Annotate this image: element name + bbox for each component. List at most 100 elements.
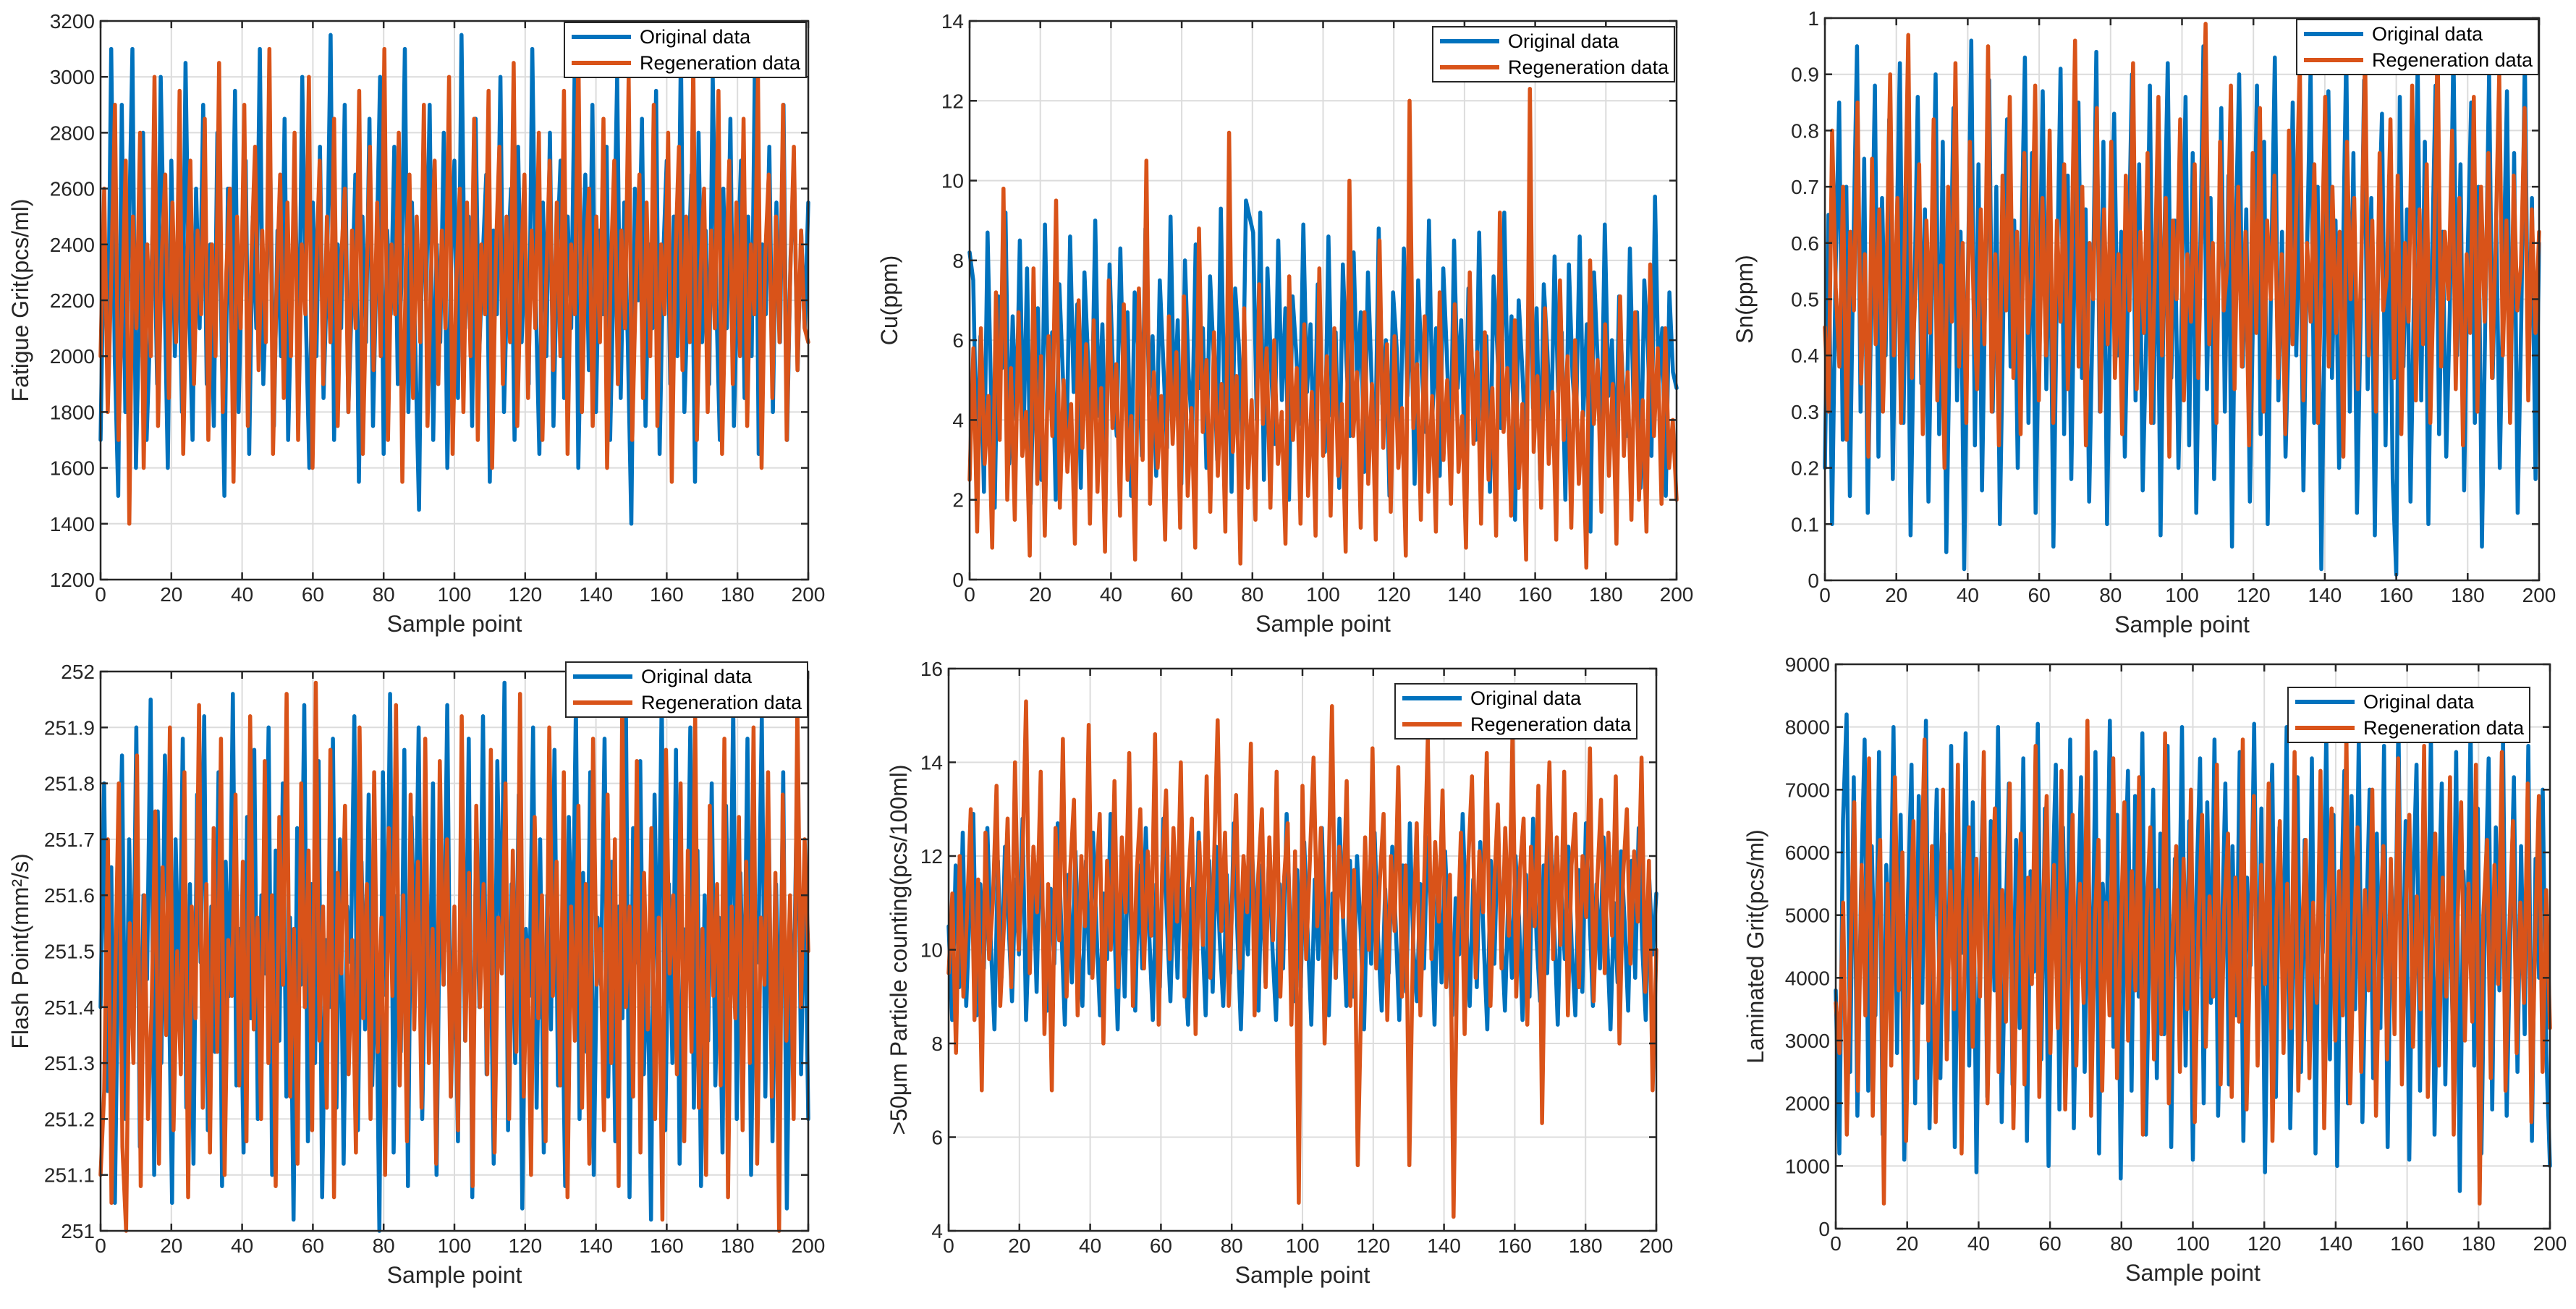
legend-box (564, 22, 807, 78)
y-axis-label: Cu(ppm) (876, 255, 902, 345)
y-tick-label: 8 (931, 1033, 943, 1055)
x-tick-label: 100 (2176, 1232, 2210, 1255)
y-tick-label: 0.2 (1791, 457, 1819, 480)
x-axis-label: Sample point (2114, 611, 2250, 637)
x-tick-label: 80 (2099, 584, 2122, 606)
x-tick-label: 200 (1660, 583, 1694, 606)
legend-label-original: Original data (641, 666, 753, 687)
x-tick-label: 140 (2308, 584, 2342, 606)
x-tick-label: 60 (302, 583, 324, 606)
x-tick-label: 20 (1896, 1232, 1918, 1255)
y-tick-label: 4000 (1785, 967, 1830, 989)
y-axis-label: Flash Point(mm²/s) (7, 853, 33, 1049)
x-tick-label: 0 (943, 1234, 954, 1257)
x-tick-label: 100 (2165, 584, 2199, 606)
x-tick-label: 40 (1957, 584, 1979, 606)
y-tick-label: 16 (920, 658, 943, 680)
y-tick-label: 251.5 (44, 941, 95, 963)
y-tick-label: 7000 (1785, 779, 1830, 801)
x-tick-label: 120 (1356, 1234, 1390, 1257)
y-tick-label: 2800 (50, 122, 95, 144)
x-tick-label: 180 (721, 583, 755, 606)
y-tick-label: 0.8 (1791, 119, 1819, 142)
y-tick-label: 251.9 (44, 716, 95, 739)
x-tick-label: 60 (2039, 1232, 2062, 1255)
x-axis-label: Sample point (387, 611, 522, 637)
x-tick-label: 0 (1830, 1232, 1842, 1255)
y-tick-label: 14 (920, 752, 943, 774)
x-tick-label: 40 (231, 583, 253, 606)
legend-box (1394, 683, 1637, 740)
y-axis-label: Sn(ppm) (1732, 255, 1758, 344)
y-axis-label: Laminated Grit(pcs/ml) (1742, 829, 1768, 1064)
y-tick-label: 251.1 (44, 1164, 95, 1187)
y-tick-label: 5000 (1785, 905, 1830, 927)
y-tick-label: 1400 (50, 513, 95, 535)
x-tick-label: 20 (1885, 584, 1907, 606)
x-tick-label: 120 (508, 583, 542, 606)
y-tick-label: 251 (61, 1220, 95, 1242)
x-tick-label: 80 (373, 583, 395, 606)
x-tick-label: 200 (792, 1234, 826, 1257)
y-tick-label: 0 (1818, 1218, 1830, 1240)
legend: Original data Regeneration data (2296, 19, 2539, 75)
x-tick-label: 80 (2110, 1232, 2132, 1255)
x-tick-label: 20 (1029, 583, 1051, 606)
legend-label-regeneration: Regeneration data (2363, 717, 2525, 739)
x-tick-label: 80 (373, 1234, 395, 1257)
x-tick-label: 200 (2522, 584, 2556, 606)
x-tick-label: 100 (1286, 1234, 1320, 1257)
y-tick-label: 1800 (50, 401, 95, 423)
y-tick-label: 2000 (1785, 1093, 1830, 1115)
x-tick-label: 120 (1377, 583, 1411, 606)
x-tick-label: 20 (160, 583, 182, 606)
y-tick-label: 1 (1808, 7, 1819, 30)
y-tick-label: 1600 (50, 457, 95, 480)
chart-panel-3: 0 20 40 60 80 100 120 140 160 180 200 0 0.1 0.2 0.3 0.4… (1732, 7, 2556, 637)
y-tick-label: 0 (1808, 569, 1819, 592)
y-tick-label: 10 (941, 170, 964, 192)
legend-box (2296, 19, 2539, 75)
x-tick-label: 60 (2028, 584, 2051, 606)
x-tick-label: 140 (579, 583, 613, 606)
x-tick-label: 160 (2390, 1232, 2424, 1255)
x-tick-label: 160 (650, 583, 684, 606)
legend-box (565, 661, 808, 718)
chart-panel-2: 0 20 40 60 80 100 120 140 160 180 200 0 2 4 6 8 10 12 14 Sa… (876, 10, 1693, 637)
x-tick-label: 80 (1241, 583, 1263, 606)
y-tick-label: 0.1 (1791, 513, 1819, 535)
x-axis-label: Sample point (387, 1262, 522, 1288)
y-tick-label: 1000 (1785, 1155, 1830, 1177)
x-tick-label: 20 (160, 1234, 182, 1257)
y-tick-label: 251.3 (44, 1052, 95, 1075)
y-tick-label: 0.7 (1791, 176, 1819, 198)
y-axis-label: >50μm Particle counting(pcs/100ml) (886, 765, 912, 1135)
y-tick-label: 251.7 (44, 829, 95, 851)
legend: Original data Regeneration data (2287, 687, 2530, 743)
x-tick-label: 60 (1150, 1234, 1172, 1257)
x-tick-label: 40 (1100, 583, 1122, 606)
x-tick-label: 120 (2237, 584, 2271, 606)
y-tick-label: 6000 (1785, 842, 1830, 864)
x-tick-label: 140 (1427, 1234, 1461, 1257)
legend: Original data Regeneration data (1432, 26, 1675, 82)
x-tick-label: 100 (438, 583, 472, 606)
y-tick-label: 2600 (50, 178, 95, 200)
y-tick-label: 8 (952, 250, 964, 272)
y-tick-label: 14 (941, 10, 964, 33)
legend-label-regeneration: Regeneration data (2372, 49, 2533, 71)
legend-box (1432, 26, 1675, 82)
y-tick-label: 3200 (50, 10, 95, 33)
y-tick-label: 0.5 (1791, 289, 1819, 311)
x-tick-label: 120 (508, 1234, 542, 1257)
y-tick-label: 4 (952, 409, 964, 431)
legend-label-original: Original data (2372, 23, 2483, 45)
chart-panel-6: 0 20 40 60 80 100 120 140 160 180 2000100020003000… (1742, 653, 2567, 1286)
x-tick-label: 120 (2247, 1232, 2281, 1255)
y-tick-label: 0.3 (1791, 401, 1819, 423)
x-tick-label: 200 (792, 583, 826, 606)
x-tick-label: 160 (1498, 1234, 1532, 1257)
y-tick-label: 2400 (50, 234, 95, 256)
x-tick-label: 180 (2462, 1232, 2496, 1255)
chart-panel-1: 0 20 40 60 80 100 120 140 160 180 200 1200 1400 1600 1… (7, 10, 825, 637)
